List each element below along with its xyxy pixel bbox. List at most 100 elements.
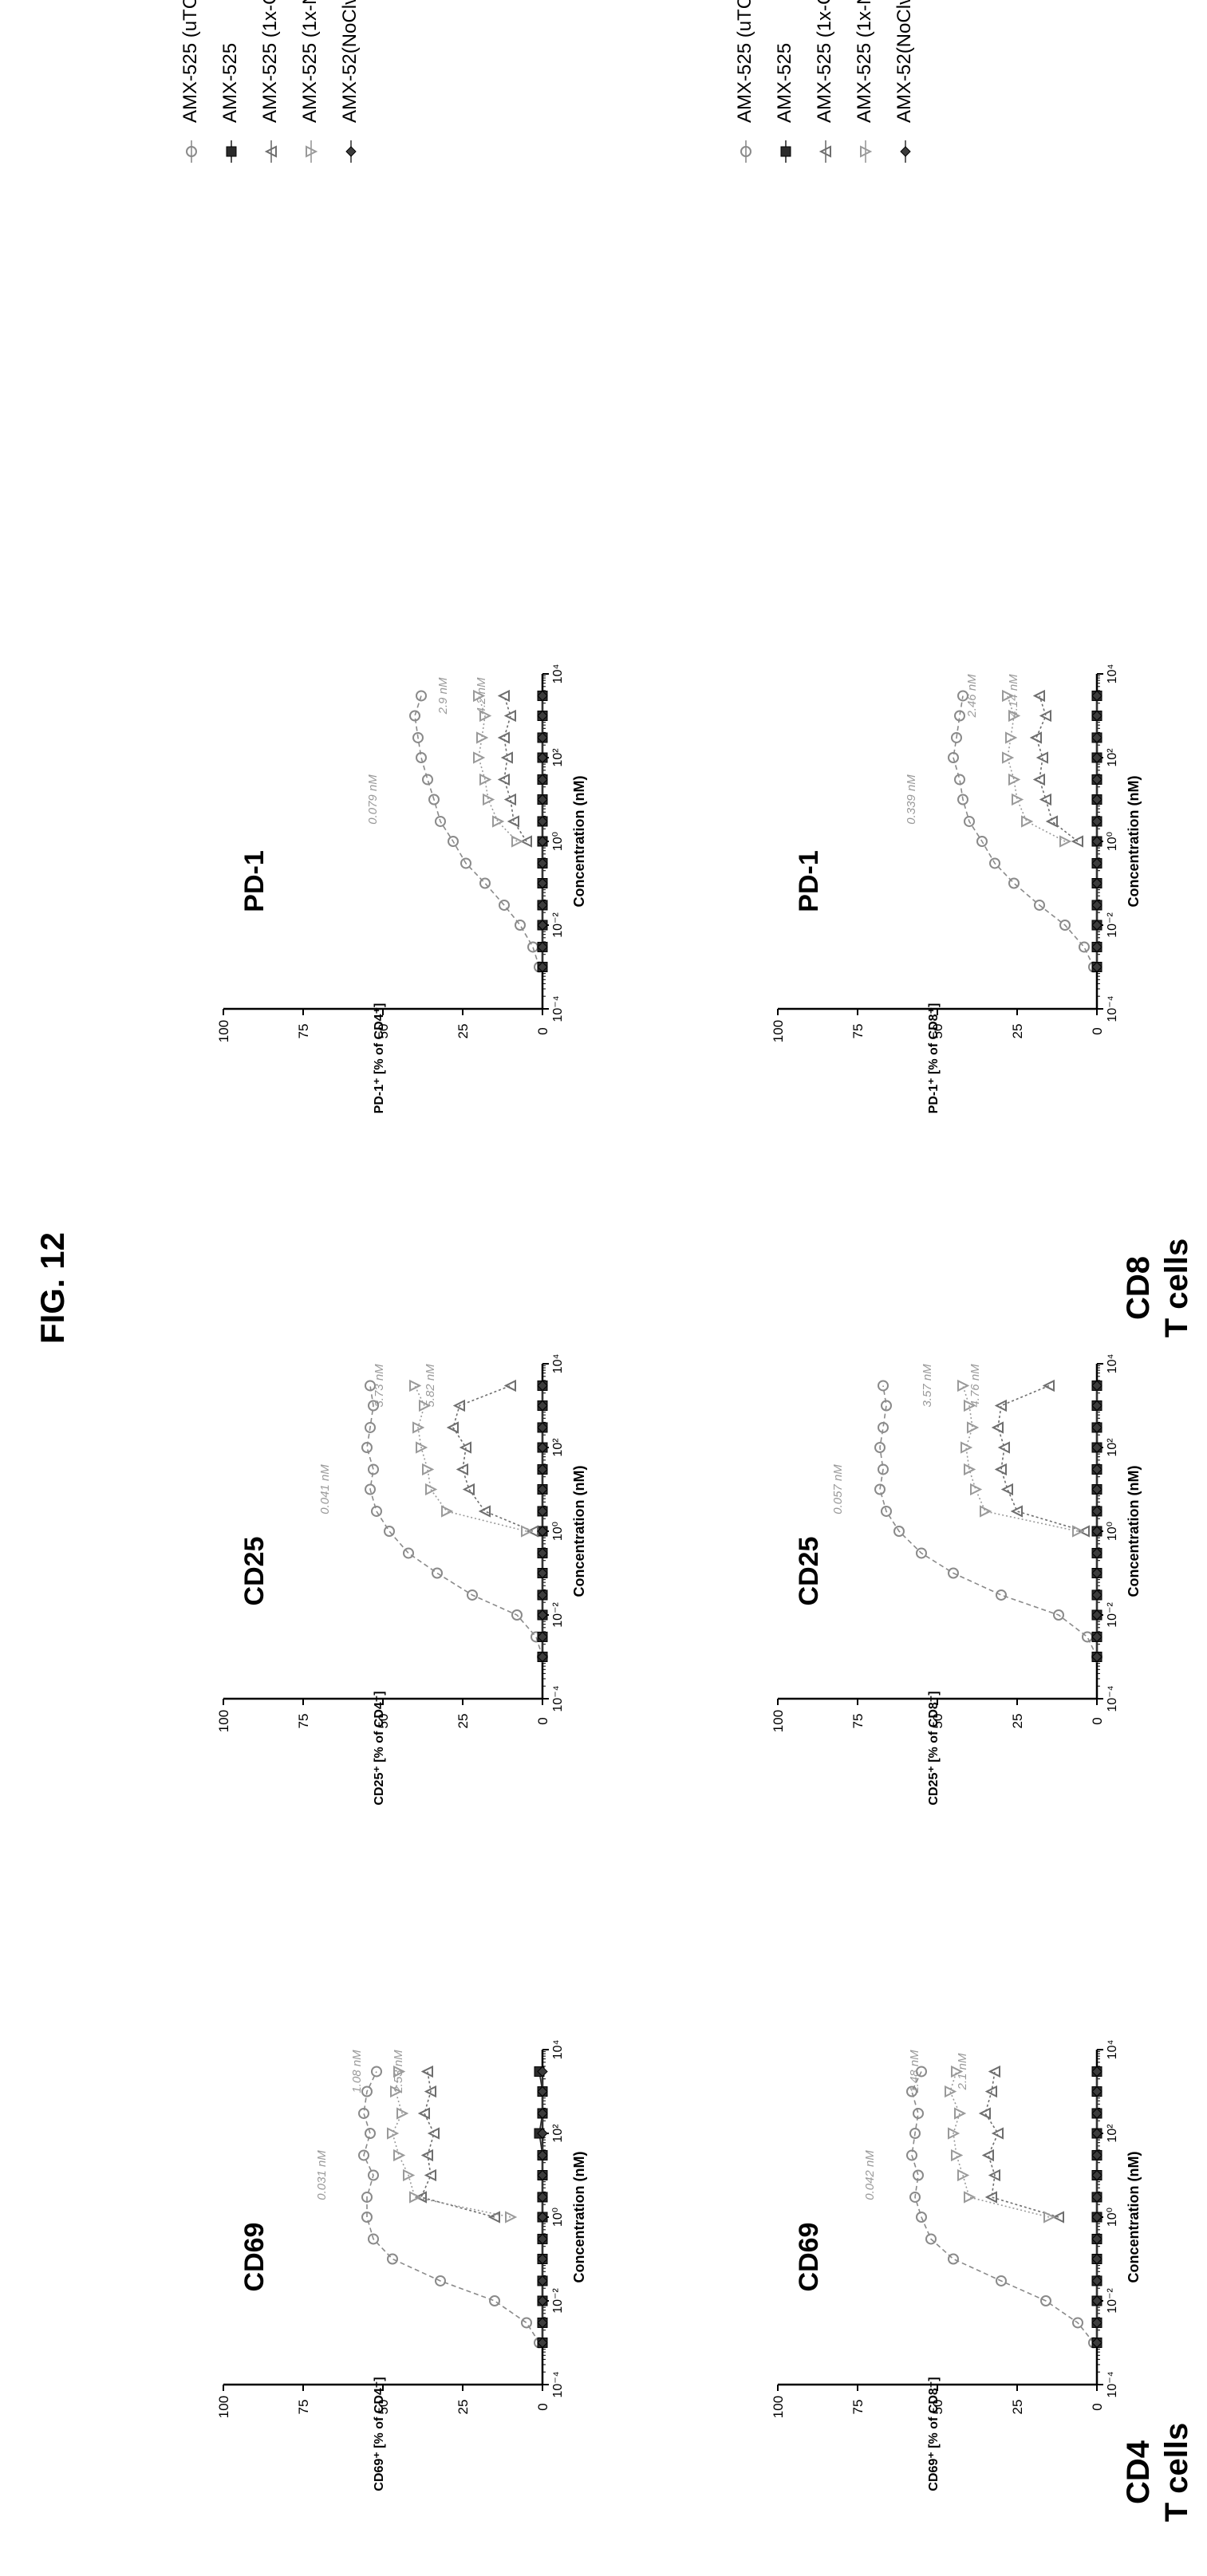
data-point [416,1441,428,1454]
data-point [419,1399,432,1412]
data-point [906,2086,917,2097]
chart-panel-1: 10⁻⁴ 10⁻² 10⁰ 10² 10⁴ 0 25 50 75 100 Concentration… [216,1354,587,1806]
data-point [954,2107,967,2120]
y-tick-label: 100 [771,2396,786,2418]
data-point [511,1609,523,1621]
ec50-annotation: 2.1 nM [956,2053,969,2090]
data-point [473,689,486,703]
x-tick-label: 10⁰ [1106,832,1119,851]
series-0 [358,2066,545,2349]
data-point [527,941,538,953]
data-point [948,1567,959,1579]
data-point [1002,751,1015,764]
y-tick-label: 50 [376,1714,391,1729]
chart-title: CD69 [794,2223,824,2292]
series-3 [387,2065,518,2223]
x-tick-label: 10⁴ [1106,1354,1119,1374]
data-point [960,1441,973,1454]
data-point [1043,2211,1056,2223]
x-axis-label: Concentration (nM) [571,776,587,908]
series-0 [874,1380,1102,1663]
data-point [1091,877,1102,889]
data-point [991,1421,1004,1434]
data-point [916,2066,927,2078]
data-point [1091,2169,1102,2181]
legend-marker-icon [740,146,751,157]
data-point [435,2275,446,2286]
legend-label: AMX-525 (1x-C) [259,0,281,123]
series-4 [537,1380,548,1663]
chart-panel-3: 10⁻⁴ 10⁻² 10⁰ 10² 10⁴ 0 25 50 75 100 Concentration… [771,2040,1142,2491]
data-point [1021,815,1034,828]
data-point [976,836,988,847]
y-tick-label: 100 [216,1710,231,1732]
data-point [1091,2149,1102,2161]
legend-label: AMX-525 (uTCE) [734,0,755,123]
legend-marker-icon [186,146,197,157]
data-point [1091,1400,1102,1412]
series-line [452,1385,534,1532]
data-point [1091,2233,1102,2245]
panels-area: 10⁻⁴ 10⁻² 10⁰ 10² 10⁴ 0 25 50 75 100 Concentration… [216,664,1142,2491]
data-point [1040,2295,1051,2306]
data-point [925,2233,937,2245]
data-point [964,815,975,827]
y-tick-label: 75 [850,1714,866,1729]
data-point [425,1483,438,1496]
x-tick-label: 10⁰ [551,1522,565,1541]
data-point [1091,2337,1102,2349]
series-1 [534,2066,548,2348]
data-point [521,1525,534,1538]
data-point [537,1442,548,1453]
data-point [416,752,427,763]
legend-marker-icon [264,145,277,158]
data-point [519,835,532,848]
y-tick-label: 0 [1090,2403,1105,2410]
data-point [446,1421,459,1434]
y-tick-label: 0 [1090,1717,1105,1724]
data-point [964,1463,976,1476]
data-point [1077,1525,1090,1538]
data-point [537,794,548,805]
series-line [953,695,1095,967]
data-point [1059,920,1071,931]
data-point [435,815,446,827]
data-point [978,2107,991,2120]
data-point [951,2149,964,2162]
legend-entry-cd8: AMX-525 (1x-N) [854,0,875,163]
legend-marker-icon [780,146,791,157]
data-point [390,2085,403,2098]
x-tick-label: 10⁴ [551,2040,565,2060]
row-label-cd4-line1: CD4 [1121,2440,1156,2504]
data-point [1091,1442,1102,1453]
data-point [1091,794,1102,805]
data-point [989,857,1000,869]
data-point [1071,835,1083,848]
series-3 [1002,689,1072,848]
data-point [1091,710,1102,722]
data-point [417,2107,430,2120]
series-2 [991,1379,1090,1538]
y-axis-label: CD25⁺ [% of CD8⁺] [927,1691,941,1805]
legend-label: AMX-52(NoClvSite) [893,0,915,123]
x-tick-label: 10⁻⁴ [551,1685,565,1711]
series-line [1035,695,1079,842]
data-point [1053,1609,1064,1621]
data-point [537,2108,548,2119]
data-point [422,1463,435,1476]
data-point [361,2212,373,2223]
data-point [537,2275,548,2286]
data-point [487,2211,500,2223]
series-4 [1091,1380,1102,1663]
data-point [948,2127,960,2140]
legend-entry: AMX-52(NoClvSite) [339,0,361,163]
series-line [420,2071,495,2218]
x-tick-label: 10⁻⁴ [551,2371,565,2397]
data-point [874,1442,886,1453]
x-tick-label: 10⁻² [551,2288,565,2314]
y-tick-label: 25 [456,1714,471,1729]
data-point [948,752,959,763]
data-point [409,2191,422,2204]
data-point [1082,1631,1093,1643]
